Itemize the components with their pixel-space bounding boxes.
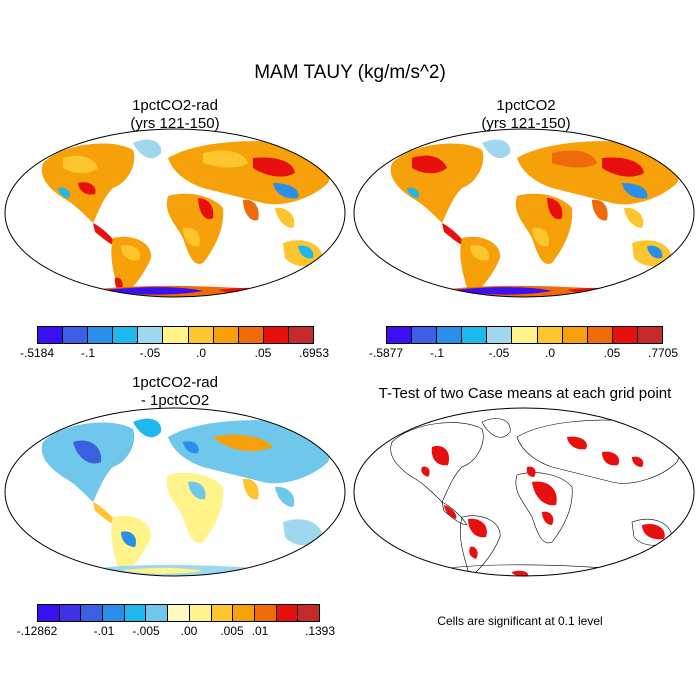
colorbar-swatch: [124, 605, 147, 621]
colorbar-swatch: [233, 605, 255, 621]
colorbar-swatch: [537, 327, 563, 343]
cb1-label: -.5184: [19, 346, 55, 360]
colorbar-swatch: [188, 327, 214, 343]
colorbar-swatch: [587, 327, 613, 343]
colorbar-swatch: [38, 327, 64, 343]
colorbar-panel1: [37, 326, 314, 344]
cb2-label: .0: [544, 346, 556, 360]
panel1-title: 1pctCO2-rad (yrs 121-150): [75, 97, 275, 133]
cb2-label: -.1: [429, 346, 445, 360]
cb2-label: .05: [603, 346, 621, 360]
colorbar-swatch: [512, 327, 538, 343]
colorbar-swatch: [238, 327, 264, 343]
colorbar-swatch: [562, 327, 588, 343]
colorbar-swatch: [146, 605, 169, 621]
colorbar-swatch: [387, 327, 413, 343]
cb3-label: -.01: [93, 624, 115, 638]
colorbar-swatch: [213, 327, 239, 343]
significance-note: Cells are significant at 0.1 level: [437, 614, 603, 628]
colorbar-swatch: [168, 605, 190, 621]
colorbar-panel2: [386, 326, 663, 344]
colorbar-swatch: [276, 605, 299, 621]
panel4-title: T-Test of two Case means at each grid po…: [378, 385, 672, 402]
map-panel2: [353, 128, 695, 298]
panel2-title-line2: (yrs 121-150): [481, 115, 571, 132]
colorbar-panel3: [37, 604, 320, 622]
panel3-title: 1pctCO2-rad - 1pctCO2: [75, 374, 275, 410]
colorbar-swatch: [211, 605, 234, 621]
colorbar-swatch: [462, 327, 488, 343]
cb3-label: -.005: [132, 624, 160, 638]
panel2-title: 1pctCO2 (yrs 121-150): [426, 97, 626, 133]
colorbar-swatch: [298, 605, 319, 621]
colorbar-swatch: [81, 605, 104, 621]
colorbar-swatch: [412, 327, 438, 343]
colorbar-swatch: [138, 327, 164, 343]
cb3-label: .01: [251, 624, 269, 638]
colorbar-swatch: [254, 605, 277, 621]
colorbar-swatch: [163, 327, 189, 343]
map-panel3: [4, 407, 346, 577]
colorbar-swatch: [88, 327, 114, 343]
panel2-title-line1: 1pctCO2: [496, 97, 556, 114]
cb2-label: -.05: [488, 346, 510, 360]
map-panel1: [4, 128, 346, 298]
cb2-label: .7705: [647, 346, 679, 360]
colorbar-swatch: [63, 327, 89, 343]
colorbar-swatch: [103, 605, 125, 621]
colorbar-swatch: [437, 327, 463, 343]
panel3-title-line2: - 1pctCO2: [140, 392, 210, 409]
panel1-title-line2: (yrs 121-150): [130, 115, 220, 132]
cb3-label: .005: [220, 624, 244, 638]
colorbar-swatch: [487, 327, 513, 343]
colorbar-swatch: [113, 327, 139, 343]
cb1-label: -.1: [80, 346, 96, 360]
cb1-label: .6953: [298, 346, 330, 360]
cb3-label: .1393: [304, 624, 336, 638]
cb1-label: .05: [254, 346, 272, 360]
cb2-label: -.5877: [368, 346, 404, 360]
colorbar-swatch: [288, 327, 314, 343]
colorbar-swatch: [59, 605, 82, 621]
cb1-label: .0: [195, 346, 207, 360]
cb3-label: -.12862: [16, 624, 58, 638]
figure-title: MAM TAUY (kg/m/s^2): [254, 62, 446, 83]
colorbar-swatch: [189, 605, 212, 621]
colorbar-swatch: [263, 327, 289, 343]
panel1-title-line1: 1pctCO2-rad: [132, 97, 218, 114]
panel3-title-line1: 1pctCO2-rad: [132, 374, 218, 391]
colorbar-swatch: [38, 605, 60, 621]
colorbar-swatch: [612, 327, 638, 343]
map-panel4: [353, 407, 695, 577]
cb3-label: .00: [180, 624, 198, 638]
colorbar-swatch: [637, 327, 663, 343]
cb1-label: -.05: [139, 346, 161, 360]
